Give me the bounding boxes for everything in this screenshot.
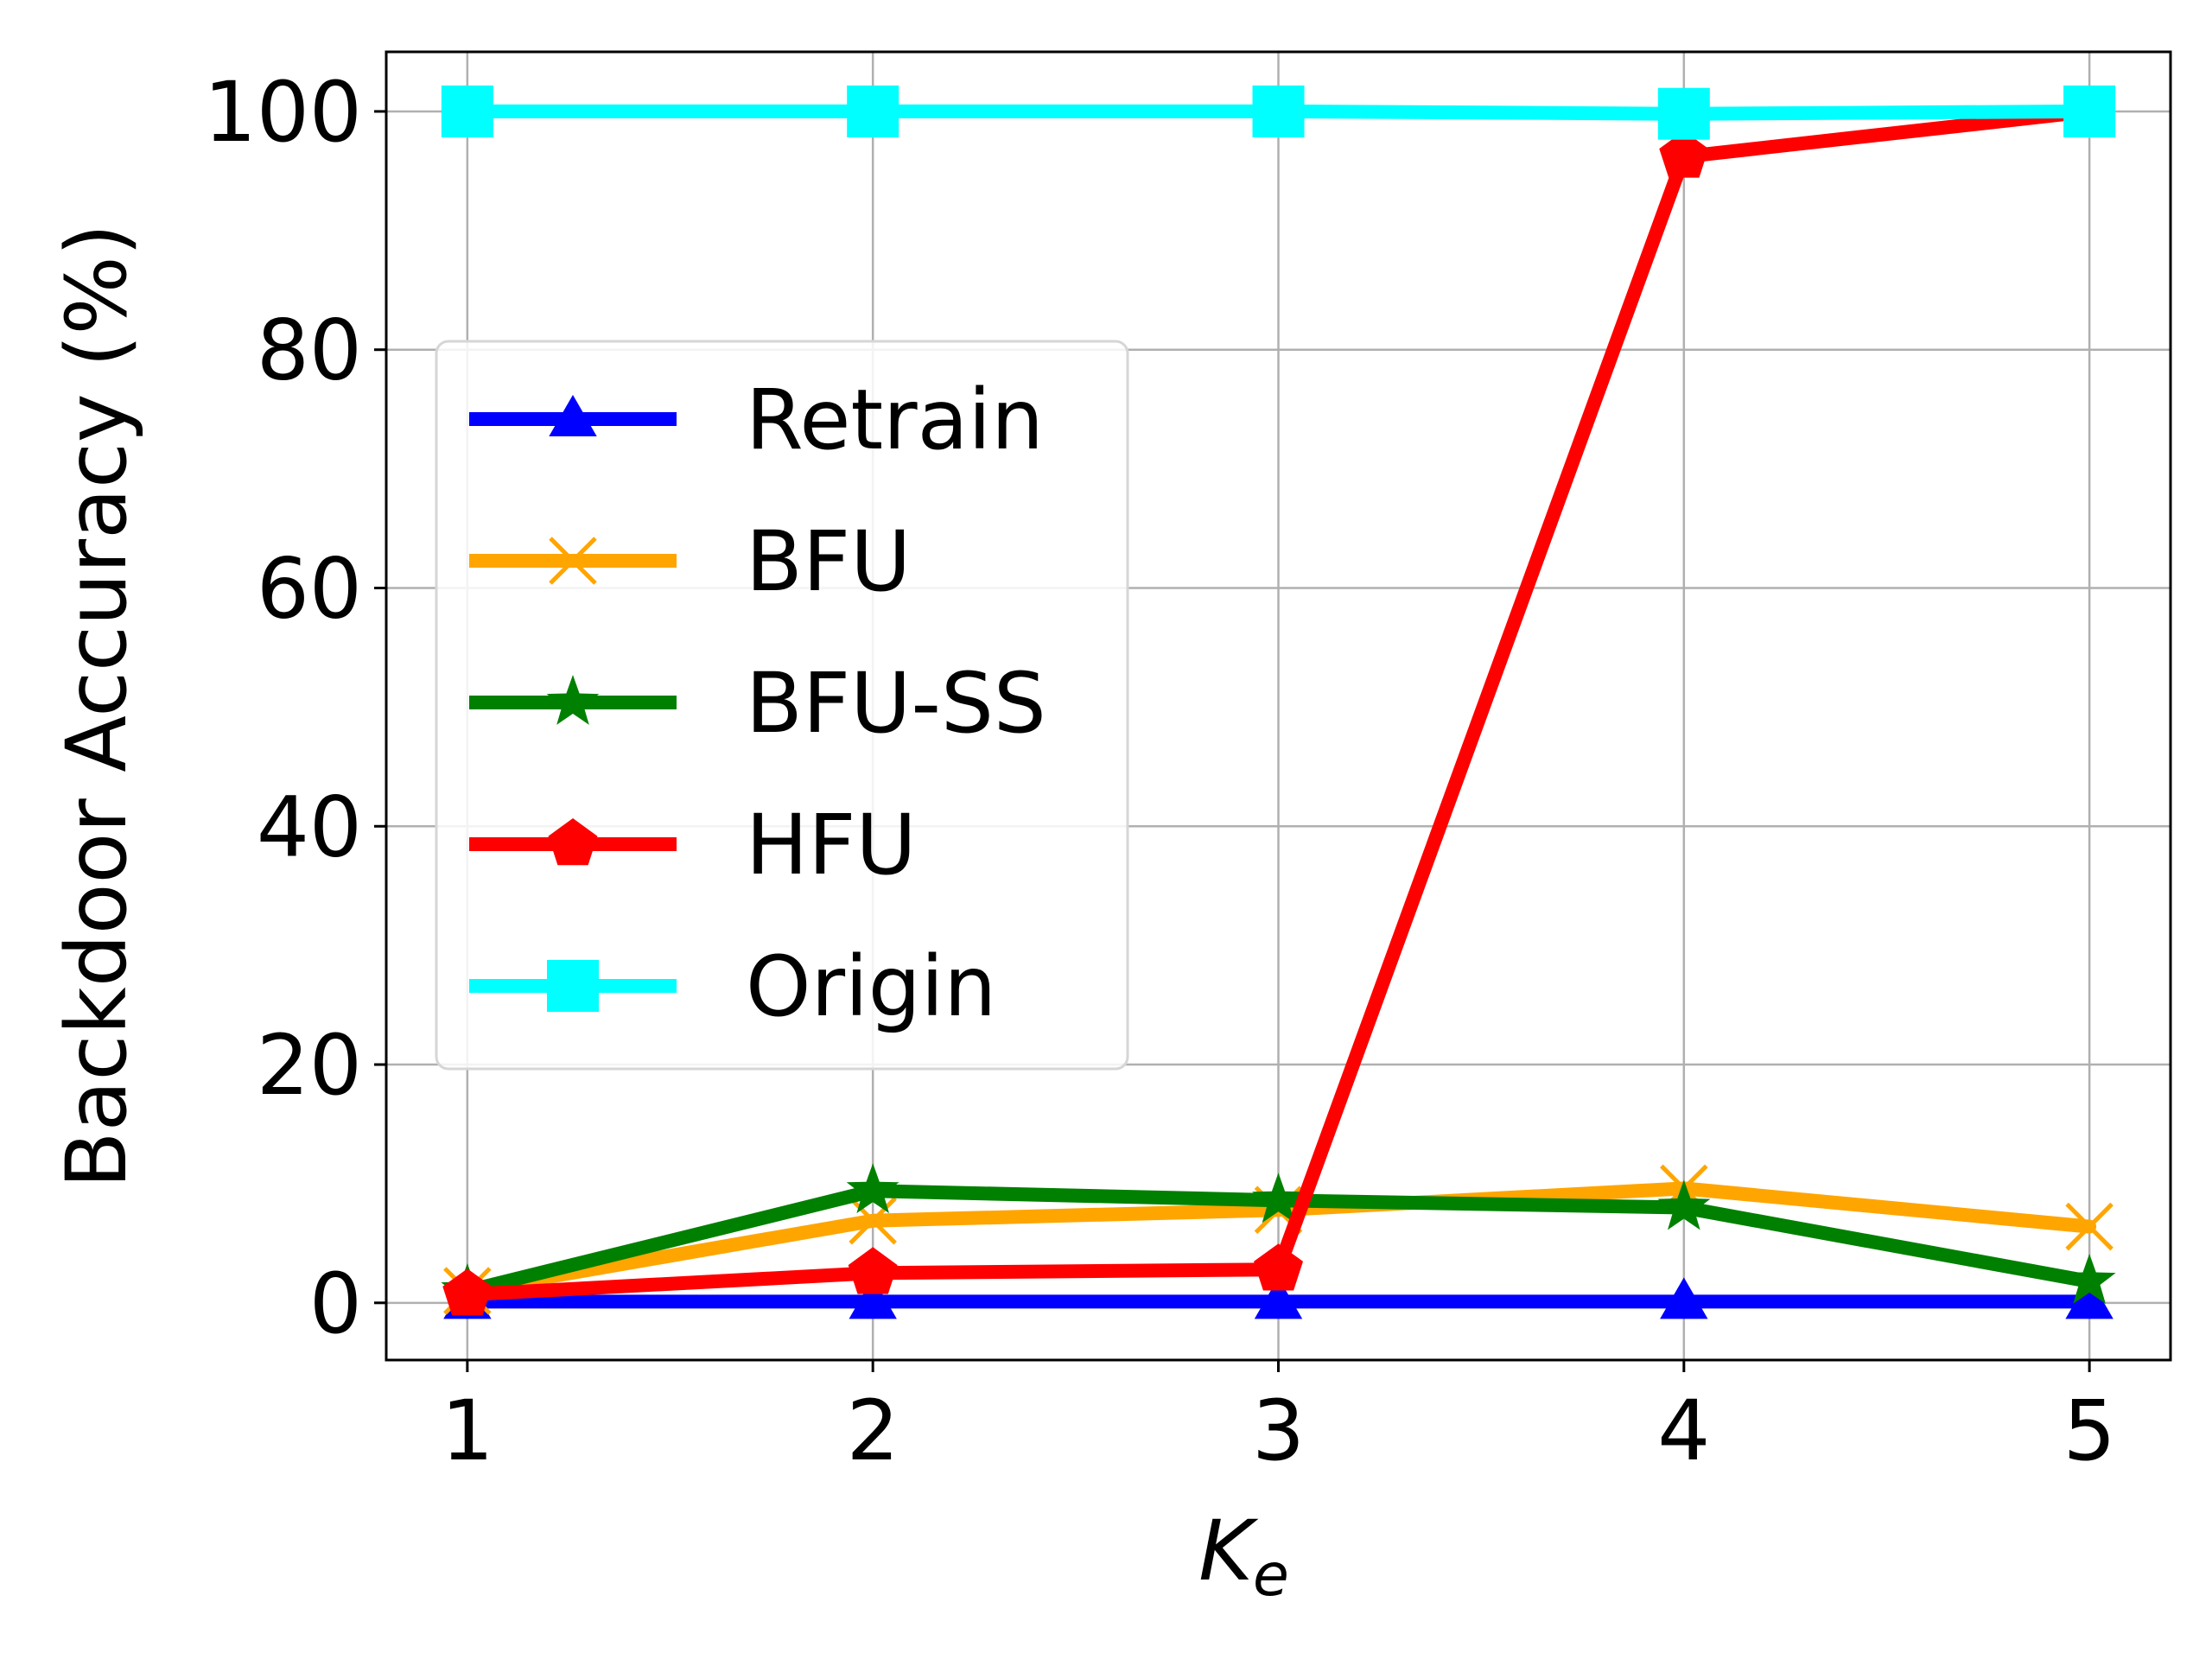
- legend-marker-bfu: [549, 537, 597, 585]
- legend-label: Origin: [746, 938, 996, 1035]
- legend-marker-retrain: [549, 395, 597, 436]
- legend-item-origin: Origin: [469, 938, 996, 1035]
- series-group: [441, 85, 2116, 1319]
- data-point-hfu: [1254, 1243, 1303, 1291]
- legend-item-retrain: Retrain: [469, 372, 1044, 468]
- legend-item-hfu: HFU: [469, 797, 917, 893]
- data-point-hfu: [442, 1268, 493, 1316]
- data-point-origin: [1657, 87, 1710, 140]
- data-point-hfu: [1659, 130, 1709, 178]
- axes-frame: [385, 50, 2172, 1362]
- x-tick-label: 1: [441, 1382, 493, 1479]
- data-point-origin: [1252, 85, 1305, 137]
- data-point-retrain: [1660, 1277, 1708, 1319]
- data-point-bfu: [2065, 1202, 2113, 1251]
- x-axis-label-main: K: [1198, 1503, 1259, 1599]
- series-hfu: [442, 85, 2114, 1316]
- data-point-bfu-ss: [1657, 1179, 1711, 1230]
- data-point-retrain: [2065, 1277, 2113, 1319]
- y-tick-label: 0: [309, 1255, 362, 1352]
- legend-item-bfu-ss: BFU-SS: [469, 655, 1046, 752]
- x-tick-label: 3: [1252, 1382, 1305, 1479]
- data-point-origin: [847, 85, 899, 137]
- data-point-origin: [441, 85, 493, 137]
- axis-ticks: 1 2 3 4 5 0 20 40 60 80 100: [204, 64, 2116, 1479]
- legend-label: HFU: [746, 797, 917, 893]
- y-tick-label: 100: [204, 64, 362, 161]
- x-axis-label-subscript: e: [1253, 1541, 1289, 1610]
- data-point-bfu-stroke: [849, 1196, 897, 1245]
- legend-marker-bfu-ss: [546, 675, 600, 725]
- legend: Retrain BFU BFU-SS HFU Origin: [435, 340, 1129, 1071]
- legend-label: BFU-SS: [746, 655, 1046, 752]
- data-point-origin: [2063, 85, 2116, 137]
- y-tick-label: 20: [257, 1017, 362, 1114]
- series-origin: [441, 85, 2116, 140]
- x-tick-label: 5: [2063, 1382, 2116, 1479]
- data-point-hfu: [848, 1247, 898, 1294]
- legend-box: [435, 340, 1129, 1071]
- data-point-bfu-ss: [1252, 1173, 1305, 1224]
- y-tick-label: 80: [257, 302, 362, 399]
- data-point-bfu: [849, 1196, 897, 1245]
- data-point-bfu-stroke: [2065, 1202, 2113, 1251]
- legend-marker-hfu: [548, 818, 598, 866]
- y-tick-label: 40: [257, 779, 362, 875]
- legend-marker-bfu-stroke: [549, 537, 597, 585]
- x-tick-label: 2: [847, 1382, 899, 1479]
- x-tick-label: 4: [1657, 1382, 1710, 1479]
- legend-marker-origin: [547, 960, 599, 1012]
- data-point-bfu-ss: [846, 1163, 899, 1214]
- y-tick-label: 60: [257, 540, 362, 637]
- data-point-retrain: [849, 1277, 897, 1319]
- x-axis-label: Ke: [1198, 1503, 1289, 1610]
- legend-label: BFU: [746, 513, 911, 610]
- legend-label: Retrain: [746, 372, 1044, 468]
- data-point-bfu-ss: [2063, 1254, 2116, 1304]
- legend-item-bfu: BFU: [469, 513, 911, 610]
- data-point-retrain: [1254, 1277, 1303, 1319]
- y-axis-label: Backdoor Accuracy (%): [48, 224, 145, 1188]
